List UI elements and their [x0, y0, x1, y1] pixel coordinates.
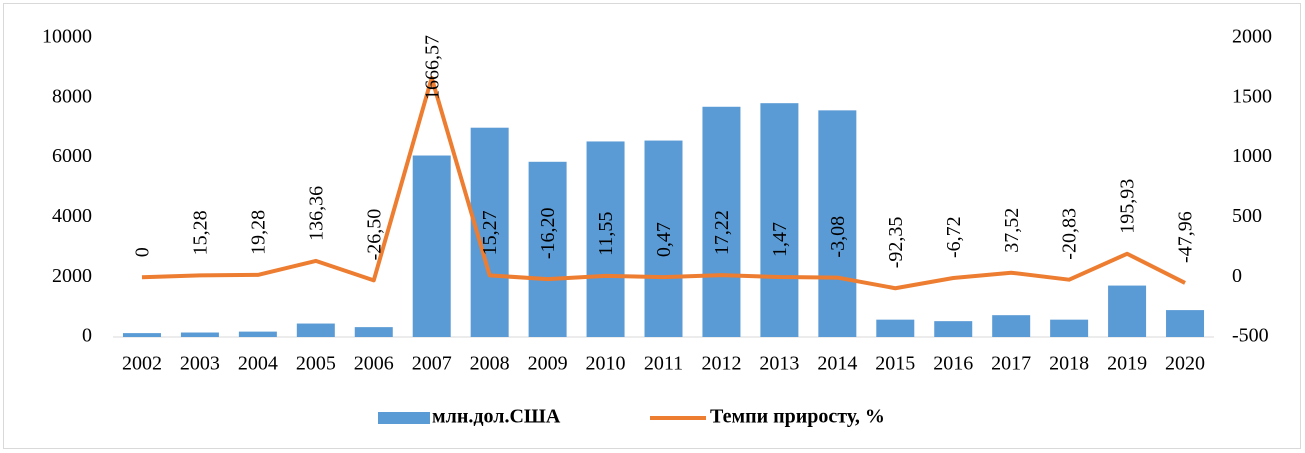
bar — [1166, 310, 1205, 337]
bar — [876, 319, 915, 337]
y2-tick-label: -500 — [1232, 325, 1269, 347]
x-tick-label: 2019 — [1107, 353, 1147, 375]
bar — [238, 331, 277, 337]
x-tick-label: 2014 — [817, 353, 857, 375]
bar — [528, 161, 567, 337]
x-tick-label: 2002 — [122, 353, 162, 375]
y-tick-label: 4000 — [52, 205, 92, 227]
legend-label: млн.дол.США — [432, 406, 561, 428]
legend-label: Темпи приросту, % — [710, 406, 885, 428]
y-tick-label: 2000 — [52, 265, 92, 287]
x-tick-label: 2004 — [238, 353, 278, 375]
bar — [296, 323, 335, 337]
data-label: 0,47 — [653, 222, 675, 257]
data-label: 19,28 — [247, 210, 269, 255]
data-label: 15,28 — [190, 210, 212, 255]
line — [141, 75, 1186, 291]
data-label: -16,20 — [537, 207, 559, 259]
bar — [760, 103, 799, 337]
bar — [992, 315, 1031, 337]
x-tick-label: 2011 — [644, 353, 683, 375]
data-label: 11,55 — [595, 212, 617, 256]
x-tick-label: 2020 — [1165, 353, 1205, 375]
bar — [122, 333, 161, 337]
bar — [586, 141, 625, 337]
y-tick-label: 8000 — [52, 85, 92, 107]
y2-tick-label: 1500 — [1232, 85, 1272, 107]
data-label: -47,96 — [1175, 211, 1197, 263]
bar — [354, 327, 393, 337]
x-tick-label: 2006 — [354, 353, 394, 375]
data-label: 1,47 — [769, 222, 791, 257]
x-tick-label: 2009 — [528, 353, 568, 375]
y2-tick-label: 0 — [1232, 265, 1242, 287]
x-tick-label: 2007 — [412, 353, 452, 375]
data-label: -92,35 — [885, 217, 907, 269]
data-label: 136,36 — [305, 186, 327, 241]
data-label: -3,08 — [827, 216, 849, 258]
bar — [702, 106, 741, 338]
data-label: -6,72 — [943, 216, 965, 258]
x-tick-label: 2018 — [1049, 353, 1089, 375]
x-tick-label: 2003 — [180, 353, 220, 375]
data-label: 17,22 — [711, 210, 733, 255]
bar — [1050, 319, 1089, 337]
bar — [818, 110, 857, 337]
data-label: 37,52 — [1001, 208, 1023, 253]
bar — [180, 332, 219, 337]
x-tick-label: 2005 — [296, 353, 336, 375]
data-label: 0 — [132, 247, 154, 257]
y2-tick-label: 2000 — [1232, 26, 1272, 48]
y-tick-label: 0 — [82, 325, 92, 347]
legend-swatch — [378, 412, 430, 424]
x-tick-label: 2012 — [701, 353, 741, 375]
y-tick-label: 10000 — [42, 26, 92, 48]
bar — [644, 140, 683, 337]
data-label: 195,93 — [1117, 179, 1139, 234]
bar — [1108, 285, 1147, 337]
y2-tick-label: 1000 — [1232, 145, 1272, 167]
x-tick-label: 2010 — [586, 353, 626, 375]
data-label: -20,83 — [1059, 208, 1081, 260]
bar — [412, 155, 451, 337]
data-label: 1666,57 — [421, 35, 443, 100]
y-tick-label: 6000 — [52, 145, 92, 167]
x-tick-label: 2015 — [875, 353, 915, 375]
x-tick-label: 2017 — [991, 353, 1031, 375]
x-tick-label: 2008 — [470, 353, 510, 375]
x-tick-label: 2016 — [933, 353, 973, 375]
data-label: 15,27 — [479, 210, 501, 255]
y2-tick-label: 500 — [1232, 205, 1262, 227]
bar — [934, 321, 973, 337]
data-label: -26,50 — [363, 209, 385, 261]
x-tick-label: 2013 — [759, 353, 799, 375]
